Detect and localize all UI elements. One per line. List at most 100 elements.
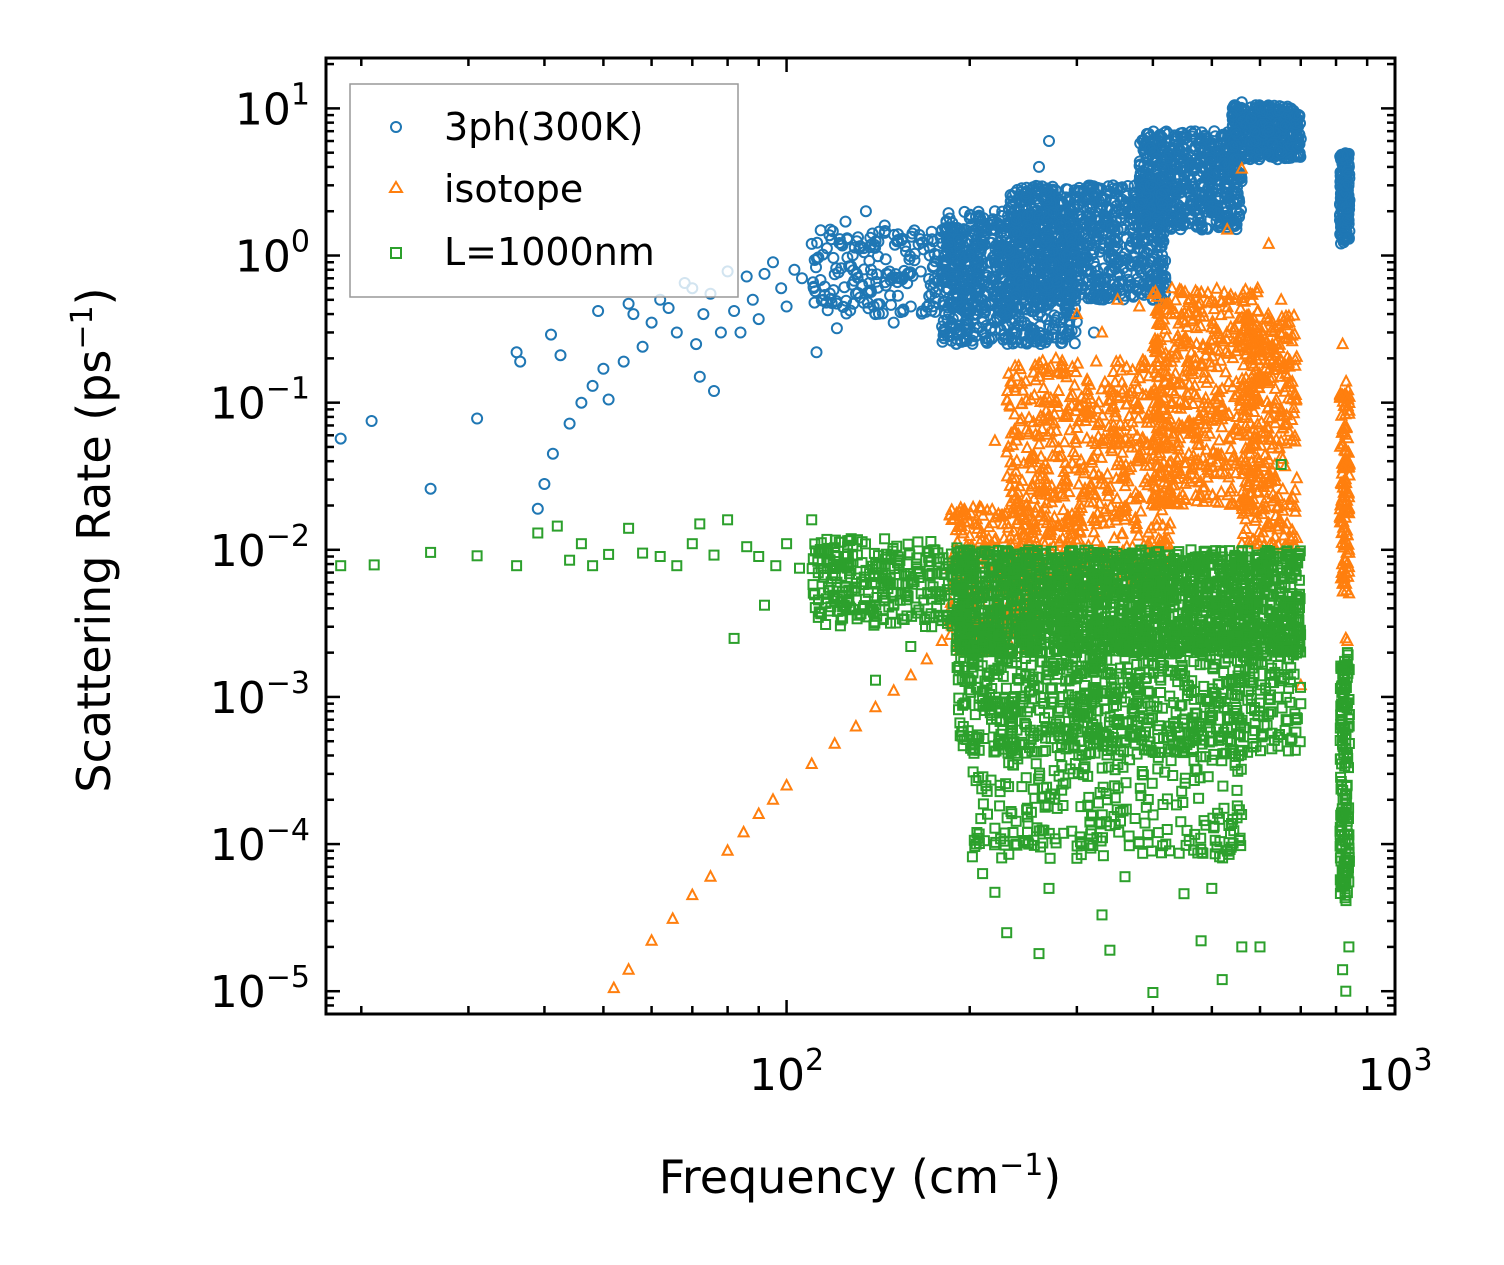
data-point: [867, 300, 880, 313]
data-point: [514, 355, 527, 368]
data-point: [946, 223, 959, 236]
data-point: [780, 300, 793, 313]
data-point: [837, 300, 849, 313]
data-point: [1088, 221, 1101, 234]
data-point: [833, 233, 846, 246]
data-point: [597, 362, 610, 375]
data-point: [334, 432, 347, 445]
data-point: [1095, 193, 1108, 206]
data-point: [1021, 303, 1033, 316]
data-point: [1090, 181, 1103, 194]
data-point: [942, 207, 955, 220]
data-point: [1046, 322, 1059, 335]
data-point: [1108, 194, 1121, 207]
data-point: [1262, 236, 1276, 249]
data-point: [1134, 266, 1147, 278]
data-point: [1043, 319, 1056, 332]
data-point: [1009, 314, 1022, 327]
data-point: [471, 412, 484, 425]
data-point: [1068, 247, 1081, 260]
data-point: [1022, 279, 1034, 292]
data-point: [989, 289, 1002, 302]
data-point: [839, 215, 852, 228]
data-point: [602, 393, 615, 406]
data-point: [1025, 252, 1038, 264]
data-point: [821, 304, 834, 317]
data-point: [1039, 260, 1052, 273]
data-point: [592, 305, 605, 317]
data-point: [999, 307, 1012, 320]
data-point: [1138, 258, 1151, 271]
data-point: [1051, 383, 1066, 396]
data-point: [1014, 303, 1027, 316]
data-point: [1009, 226, 1022, 239]
data-point: [950, 337, 963, 350]
data-point: [1075, 288, 1088, 301]
data-point: [937, 260, 950, 272]
data-point: [843, 260, 856, 273]
data-point: [424, 482, 437, 495]
data-point: [974, 241, 987, 254]
data-point: [1056, 196, 1069, 209]
data-point: [988, 433, 1002, 446]
data-point: [1177, 147, 1190, 160]
data-point: [1184, 200, 1197, 213]
data-point: [740, 270, 753, 283]
data-point: [1095, 324, 1109, 338]
data-point: [728, 305, 741, 317]
data-point: [921, 233, 934, 246]
data-point: [1097, 293, 1109, 306]
data-point: [1071, 186, 1084, 199]
data-point: [1088, 287, 1101, 300]
data-point: [708, 385, 720, 397]
data-point: [1092, 281, 1104, 294]
data-point: [1013, 274, 1025, 287]
data-point: [1132, 255, 1145, 268]
data-point: [994, 305, 1007, 318]
data-point: [1045, 257, 1058, 270]
data-point: [690, 338, 703, 351]
data-point: [1099, 290, 1112, 303]
data-point: [1049, 237, 1062, 250]
data-point: [985, 256, 998, 269]
data-point: [827, 251, 840, 264]
data-point: [879, 253, 892, 266]
data-point: [1105, 265, 1118, 278]
data-point: [830, 322, 843, 335]
data-point: [1040, 193, 1053, 206]
data-point: [622, 297, 635, 310]
data-point: [1288, 482, 1302, 496]
data-point: [1064, 270, 1076, 283]
data-point: [976, 274, 989, 287]
data-point: [1153, 258, 1166, 271]
data-point: [1020, 440, 1034, 453]
data-point: [940, 215, 953, 228]
data-point: [828, 736, 842, 749]
data-point: [1144, 243, 1157, 256]
data-point: [1090, 290, 1103, 303]
data-point: [887, 316, 900, 329]
data-point: [1123, 239, 1136, 252]
data-point: [1111, 236, 1124, 249]
data-point: [827, 284, 840, 297]
data-point: [985, 501, 999, 515]
data-point: [767, 256, 779, 269]
data-point: [1108, 252, 1121, 264]
data-point: [636, 340, 649, 353]
data-point: [1132, 259, 1145, 272]
data-point: [882, 268, 895, 281]
data-point: [1148, 217, 1161, 229]
data-point: [920, 651, 934, 665]
data-point: [887, 683, 901, 696]
data-point: [1064, 231, 1077, 244]
data-point: [985, 332, 998, 345]
data-point: [685, 887, 699, 901]
data-point: [621, 962, 636, 975]
data-point: [1057, 434, 1072, 448]
data-point: [627, 308, 640, 321]
data-point: [1143, 279, 1156, 292]
data-point: [693, 370, 706, 383]
data-point: [1057, 312, 1070, 325]
data-point: [1033, 332, 1046, 345]
data-point: [1093, 195, 1106, 208]
